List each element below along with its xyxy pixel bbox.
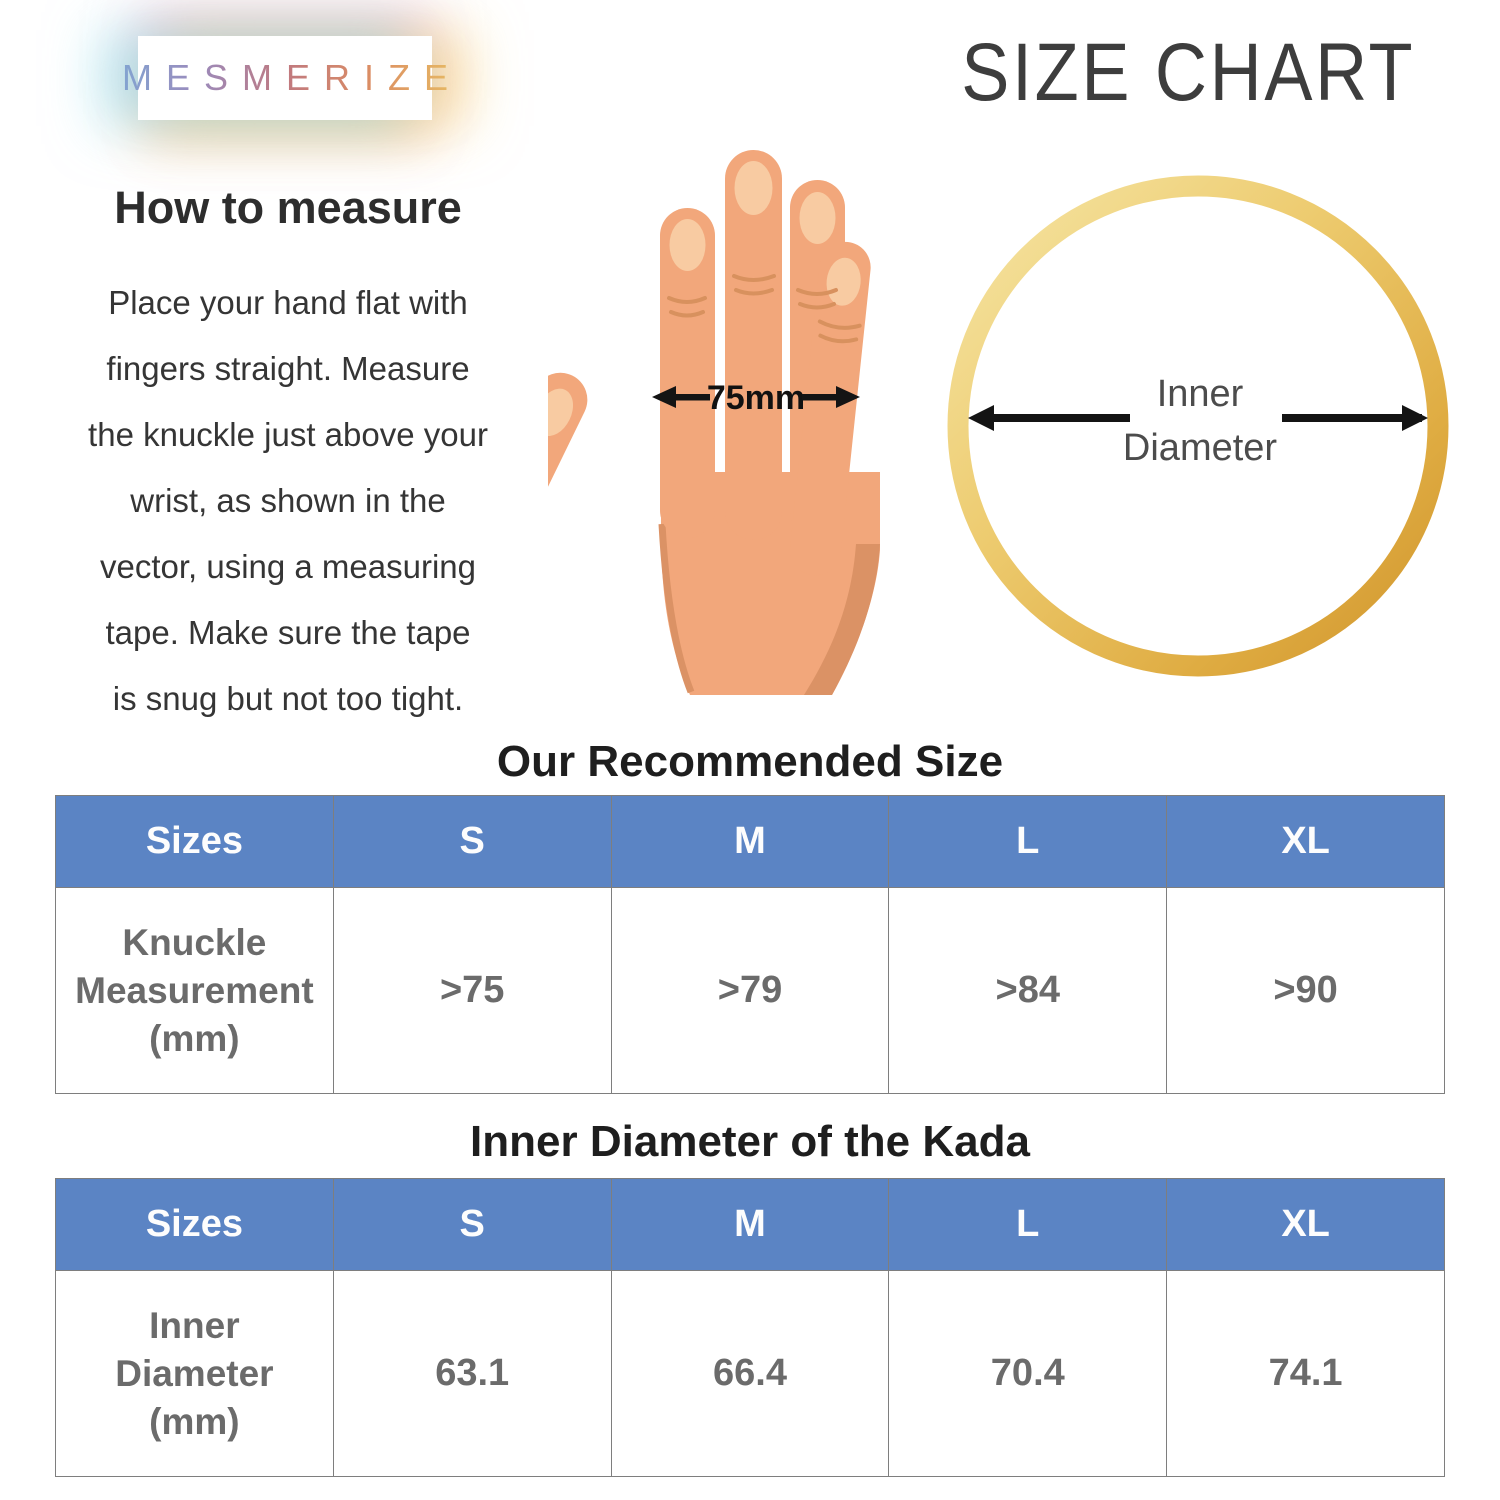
header-cell-sizes: Sizes bbox=[55, 795, 334, 888]
page-title: SIZE CHART bbox=[961, 27, 1416, 118]
brand-logo-box: MESMERIZE bbox=[122, 36, 448, 120]
recommended-size-title: Our Recommended Size bbox=[496, 737, 1004, 786]
row-label-line: Knuckle bbox=[122, 921, 267, 963]
header-cell-l: L bbox=[888, 1178, 1168, 1271]
row-label-line: Inner bbox=[149, 1304, 240, 1346]
recommended-size-table: Sizes S M L XL Knuckle Measurement (mm) … bbox=[55, 795, 1445, 1094]
table-header-row: Sizes S M L XL bbox=[55, 795, 1445, 888]
value-cell-xl: 74.1 bbox=[1166, 1270, 1445, 1477]
knuckle-measurement-arrow: 75mm bbox=[652, 379, 860, 417]
header-cell-s: S bbox=[332, 1178, 612, 1271]
value-cell-s: 63.1 bbox=[332, 1270, 612, 1477]
value-cell-m: 66.4 bbox=[610, 1270, 890, 1477]
header-cell-m: M bbox=[610, 1178, 890, 1271]
value-cell-s: >75 bbox=[332, 887, 612, 1094]
row-label-line: Diameter bbox=[115, 1352, 274, 1394]
table-row: Inner Diameter (mm) 63.1 66.4 70.4 74.1 bbox=[55, 1270, 1445, 1477]
value-cell-l: 70.4 bbox=[888, 1270, 1168, 1477]
inner-diameter-title: Inner Diameter of the Kada bbox=[470, 1117, 1030, 1166]
header-cell-xl: XL bbox=[1166, 1178, 1445, 1271]
howto-line: is snug but not too tight. bbox=[112, 680, 464, 717]
index-nail bbox=[669, 219, 706, 271]
howto-line: vector, using a measuring bbox=[99, 548, 477, 585]
howto-line: the knuckle just above your bbox=[88, 416, 488, 453]
inner-diameter-arrow bbox=[968, 405, 1428, 431]
inner-diameter-label-line1: Inner bbox=[1157, 373, 1244, 415]
how-to-measure-section: How to measure Place your hand flat with… bbox=[38, 182, 538, 732]
row-label-line: (mm) bbox=[149, 1400, 240, 1442]
inner-diameter-label-line2: Diameter bbox=[1123, 427, 1277, 469]
howto-line: fingers straight. Measure bbox=[106, 350, 470, 387]
ring-nail bbox=[799, 192, 836, 244]
kada-ring bbox=[947, 175, 1449, 677]
brand-logo: MESMERIZE bbox=[122, 36, 448, 120]
how-to-measure-heading: How to measure bbox=[114, 182, 462, 233]
header-cell-xl: XL bbox=[1166, 795, 1445, 888]
hand-illustration: 75mm bbox=[548, 150, 880, 695]
header-cell-sizes: Sizes bbox=[55, 1178, 334, 1271]
kada-ring-illustration: Inner Diameter bbox=[947, 175, 1449, 677]
knuckle-measurement-label: 75mm bbox=[707, 379, 805, 417]
header-cell-m: M bbox=[610, 795, 890, 888]
inner-diameter-table: Sizes S M L XL Inner Diameter (mm) 63.1 … bbox=[55, 1178, 1445, 1477]
howto-line: Place your hand flat with bbox=[108, 284, 468, 321]
value-cell-m: >79 bbox=[610, 887, 890, 1094]
pinky-nail bbox=[826, 257, 861, 306]
value-cell-xl: >90 bbox=[1166, 887, 1445, 1094]
brand-name: MESMERIZE bbox=[108, 57, 462, 99]
thumb-nail bbox=[548, 388, 574, 437]
table-header-row: Sizes S M L XL bbox=[55, 1178, 1445, 1271]
row-label-line: (mm) bbox=[149, 1017, 240, 1059]
row-label-line: Measurement bbox=[75, 969, 314, 1011]
howto-line: tape. Make sure the tape bbox=[105, 614, 471, 651]
howto-line: wrist, as shown in the bbox=[130, 482, 446, 519]
hand-graphic: 75mm bbox=[548, 150, 880, 695]
row-label-cell: Inner Diameter (mm) bbox=[55, 1270, 334, 1477]
table-row: Knuckle Measurement (mm) >75 >79 >84 >90 bbox=[55, 887, 1445, 1094]
header-cell-l: L bbox=[888, 795, 1168, 888]
value-cell-l: >84 bbox=[888, 887, 1168, 1094]
row-label-cell: Knuckle Measurement (mm) bbox=[55, 887, 334, 1094]
middle-nail bbox=[734, 161, 773, 215]
header-cell-s: S bbox=[332, 795, 612, 888]
knuckle-creases bbox=[667, 274, 838, 318]
